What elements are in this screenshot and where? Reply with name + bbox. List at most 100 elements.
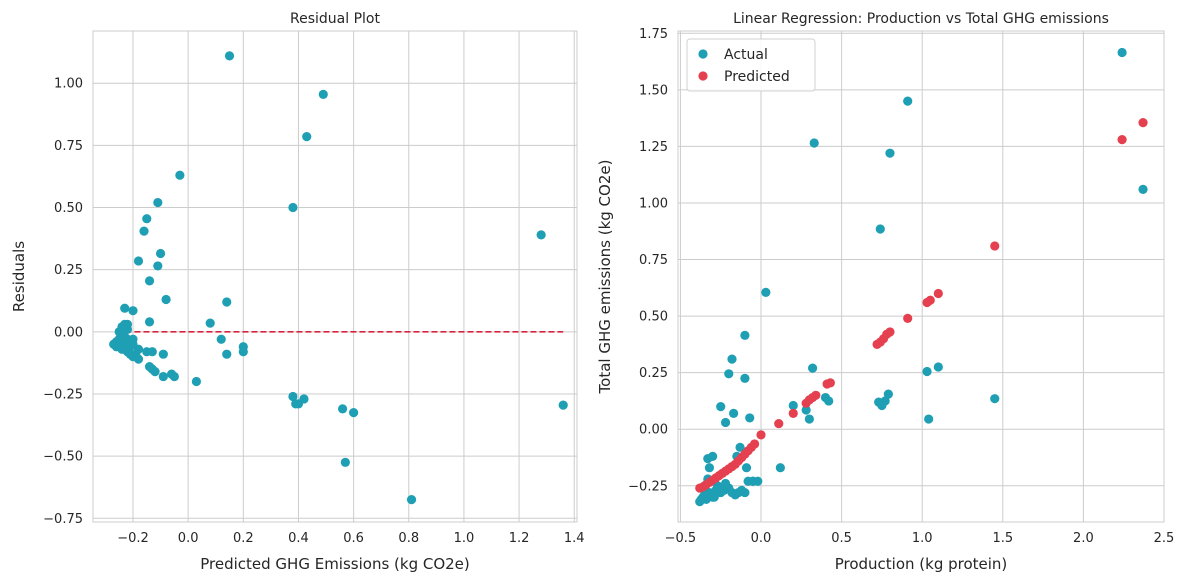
residual-point (120, 303, 130, 313)
actual-point (775, 463, 785, 473)
residual-point (128, 334, 138, 344)
predicted-point (1117, 135, 1127, 145)
actual-point (809, 138, 819, 148)
actual-point (724, 369, 734, 379)
y-tick-label: 0.00 (54, 325, 83, 340)
residual-point (175, 170, 185, 180)
x-tick-label: 2.0 (1073, 531, 1094, 546)
residual-plot-x-axis-label: Predicted GHG Emissions (kg CO2e) (200, 555, 470, 573)
actual-point (885, 148, 895, 158)
x-tick-label: 1.2 (509, 531, 530, 546)
actual-point (903, 96, 913, 106)
y-tick-label: 0.25 (639, 366, 668, 381)
residual-point (222, 297, 232, 307)
y-tick-label: −0.75 (43, 512, 83, 527)
legend-marker (698, 49, 708, 59)
actual-point (753, 476, 763, 486)
y-tick-label: 0.50 (54, 201, 83, 216)
actual-point (741, 463, 752, 473)
actual-point (1117, 47, 1127, 58)
actual-point (807, 363, 818, 373)
residual-point (155, 248, 166, 259)
residual-point (406, 495, 417, 505)
residual-point (288, 391, 298, 402)
actual-point (716, 402, 726, 412)
residual-point (340, 457, 350, 467)
predicted-point (903, 313, 913, 323)
x-tick-label: 0.5 (831, 531, 852, 546)
actual-point (824, 396, 834, 406)
residual-point (558, 400, 568, 410)
actual-point (924, 414, 934, 424)
predicted-point (990, 241, 1000, 251)
y-tick-label: −0.25 (43, 387, 83, 402)
residual-point (161, 294, 171, 305)
actual-point (875, 224, 885, 234)
residual-point (205, 318, 215, 328)
residual-point (222, 349, 232, 359)
residual-point (169, 371, 179, 382)
regression-plot-ticks: −0.5 0.0 0.5 1.0 1.5 2.0 2.5 −0.25 0.00 0.25 0.50 0… (628, 27, 1174, 546)
residual-point (216, 334, 226, 344)
x-tick-label: 0.6 (343, 531, 364, 546)
legend-label: Actual (724, 47, 768, 63)
regression-plot-title: Linear Regression: Production vs Total G… (733, 11, 1109, 27)
predicted-point (925, 295, 935, 305)
actual-point (740, 373, 750, 383)
actual-point (727, 354, 737, 364)
residual-point (144, 317, 155, 327)
residual-plot-ticks: −0.2 0.0 0.2 0.4 0.6 0.8 1.0 1.2 1.4 −0.75 −0.50 −0… (43, 77, 584, 546)
residual-point (133, 354, 144, 364)
actual-point (922, 366, 932, 377)
residual-point (147, 347, 157, 357)
actual-point (990, 394, 1000, 404)
predicted-point (933, 288, 943, 299)
actual-point (1138, 184, 1148, 194)
residual-point (158, 371, 168, 382)
actual-point (883, 389, 893, 399)
regression-plot-legend: Actual Predicted (686, 38, 816, 92)
residual-plot-marks (109, 51, 568, 505)
y-tick-label: 0.75 (639, 253, 668, 268)
x-tick-label: 1.0 (454, 531, 475, 546)
y-tick-label: 0.75 (54, 139, 83, 154)
legend-marker (698, 71, 708, 81)
actual-point (708, 451, 718, 461)
legend-box (686, 38, 816, 92)
residual-point (142, 214, 152, 224)
residual-point (153, 261, 163, 271)
residual-point (150, 366, 160, 377)
residual-point (302, 132, 312, 142)
y-tick-label: −0.50 (43, 450, 83, 465)
residual-point (139, 226, 149, 236)
y-tick-label: 1.00 (54, 77, 83, 92)
x-tick-label: 1.0 (912, 531, 933, 546)
residual-point (349, 408, 359, 418)
predicted-point (788, 408, 798, 418)
x-tick-label: 0.8 (398, 531, 419, 546)
y-tick-label: 0.50 (639, 310, 668, 325)
residual-point (238, 347, 248, 357)
actual-point (804, 414, 814, 424)
y-tick-label: 1.25 (639, 140, 668, 155)
x-tick-label: 0.4 (288, 531, 309, 546)
residual-point (122, 324, 133, 334)
residual-point (288, 202, 298, 213)
actual-point (740, 487, 750, 498)
actual-point (704, 463, 715, 473)
residual-point (133, 256, 144, 266)
predicted-point (749, 439, 760, 449)
residual-point (318, 89, 328, 99)
actual-point (720, 417, 731, 428)
y-tick-label: 0.00 (639, 423, 668, 438)
residual-point (191, 376, 202, 387)
actual-point (933, 362, 943, 372)
residual-plot-area (92, 30, 578, 523)
x-tick-label: −0.2 (117, 531, 149, 546)
x-tick-label: 0.0 (751, 531, 772, 546)
regression-plot: −0.5 0.0 0.5 1.0 1.5 2.0 2.5 −0.25 0.00 0.25 0.50 0… (596, 11, 1174, 573)
predicted-point (756, 430, 766, 440)
y-tick-label: 1.00 (639, 196, 668, 211)
predicted-point (811, 390, 821, 400)
